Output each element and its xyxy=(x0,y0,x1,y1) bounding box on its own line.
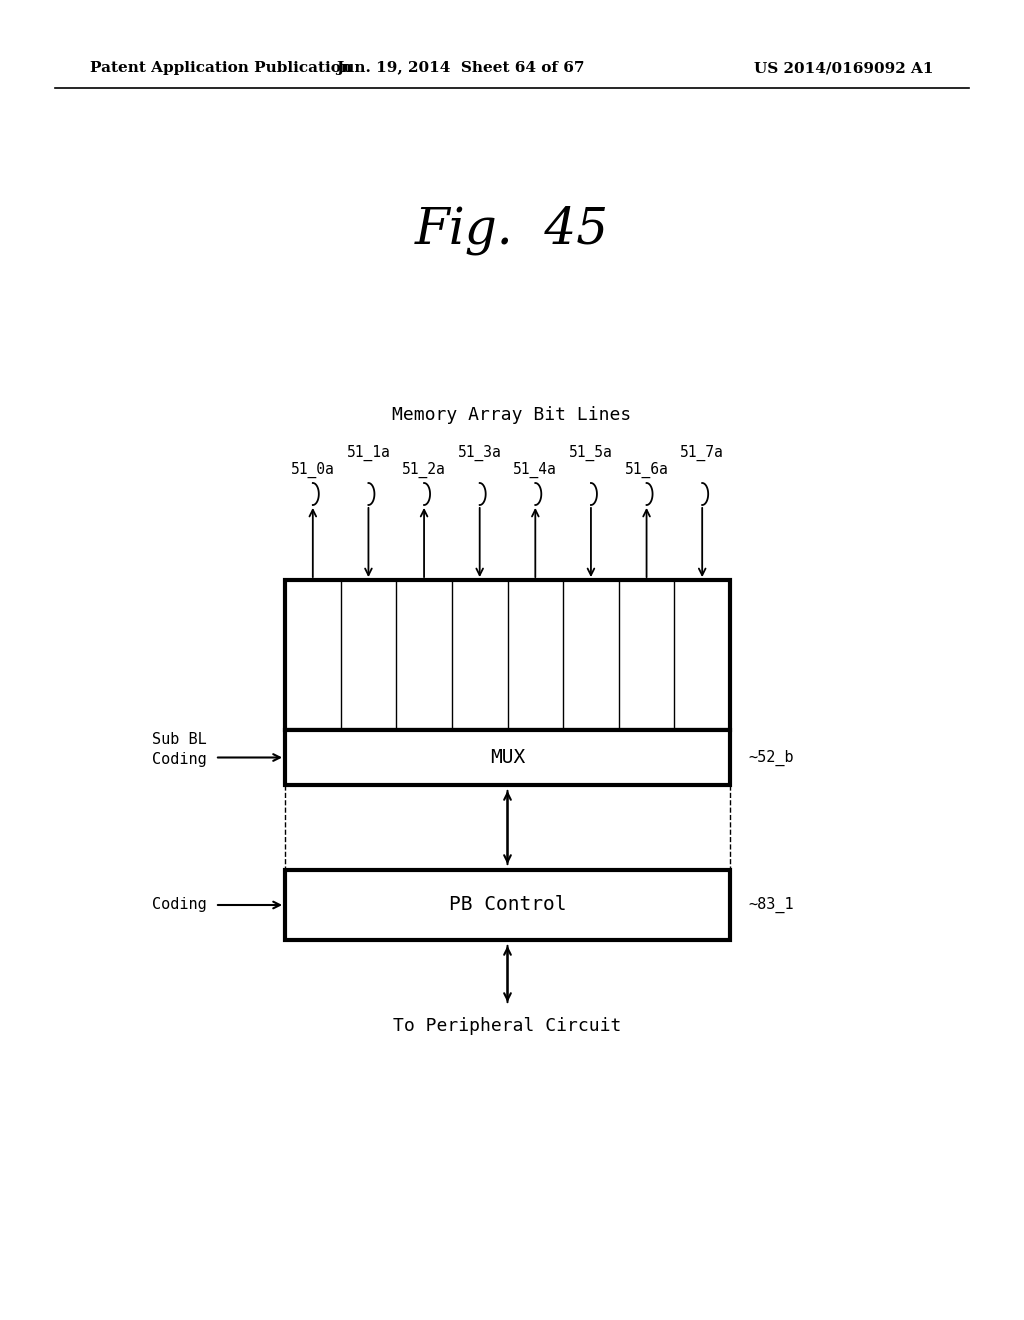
Text: To Peripheral Circuit: To Peripheral Circuit xyxy=(393,1016,622,1035)
Text: Fig.  45: Fig. 45 xyxy=(415,205,609,255)
Text: 51_7a: 51_7a xyxy=(680,445,724,461)
Text: Patent Application Publication: Patent Application Publication xyxy=(90,61,352,75)
Text: Memory Array Bit Lines: Memory Array Bit Lines xyxy=(392,407,632,424)
Text: 51_0a: 51_0a xyxy=(291,462,335,478)
Bar xyxy=(285,870,730,940)
Text: 51_5a: 51_5a xyxy=(569,445,612,461)
Text: MUX: MUX xyxy=(489,748,525,767)
Text: ~52_b: ~52_b xyxy=(748,750,794,766)
Text: Jun. 19, 2014  Sheet 64 of 67: Jun. 19, 2014 Sheet 64 of 67 xyxy=(336,61,585,75)
Text: 51_4a: 51_4a xyxy=(513,462,557,478)
Text: PB Control: PB Control xyxy=(449,895,566,915)
Text: 51_6a: 51_6a xyxy=(625,462,669,478)
Text: Sub BL
Coding: Sub BL Coding xyxy=(153,733,207,767)
Bar xyxy=(285,730,730,785)
Bar xyxy=(285,579,730,730)
Text: 51_1a: 51_1a xyxy=(346,445,390,461)
Text: ~83_1: ~83_1 xyxy=(748,896,794,913)
Text: Coding: Coding xyxy=(153,898,207,912)
Text: 51_2a: 51_2a xyxy=(402,462,445,478)
Text: 51_3a: 51_3a xyxy=(458,445,502,461)
Text: US 2014/0169092 A1: US 2014/0169092 A1 xyxy=(755,61,934,75)
